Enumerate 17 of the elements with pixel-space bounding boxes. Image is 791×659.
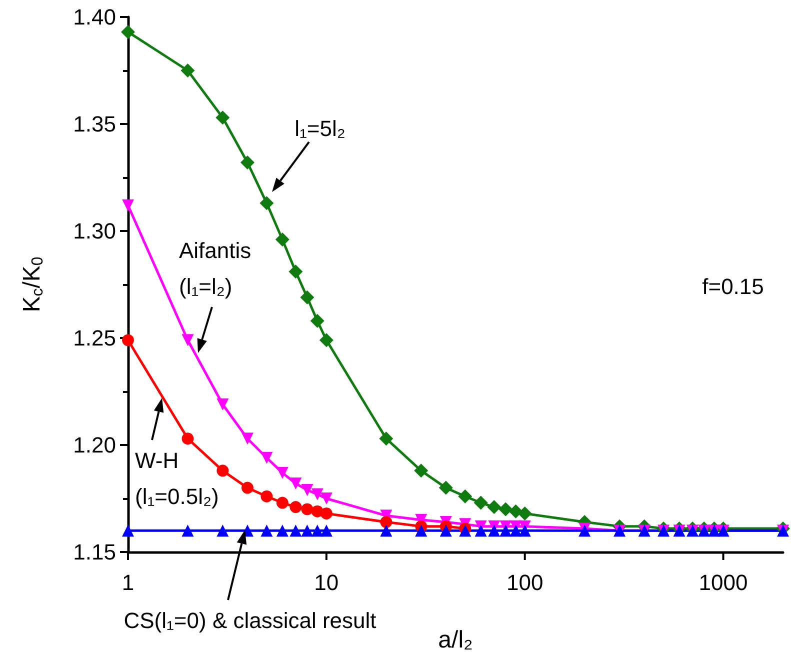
x-tick-label: 100: [506, 570, 544, 595]
annotation: f=0.15: [702, 274, 764, 299]
annotation: l₁=5l₂: [294, 116, 346, 141]
x-tick-label: 10: [314, 570, 339, 595]
text: CS(l₁=0) & classical result: [124, 608, 376, 633]
y-tick-label: 1.25: [73, 326, 116, 350]
annotation: Aifantis (l₁=l₂): [179, 238, 252, 299]
y-tick-label: 1.15: [73, 540, 116, 564]
x-tick-label: 1: [122, 570, 134, 595]
y-tick-label: 1.40: [73, 4, 116, 30]
annotation: W-H (l₁=0.5l₂): [135, 448, 219, 509]
y-axis-title: Kc/K0: [18, 256, 46, 312]
x-axis-title: a/l₂: [438, 626, 473, 654]
y-tick-label: 1.30: [73, 218, 116, 244]
y-tick-label: 1.20: [73, 432, 116, 458]
y-tick-label: 1.35: [73, 112, 116, 136]
x-tick-label: 1000: [698, 570, 748, 595]
